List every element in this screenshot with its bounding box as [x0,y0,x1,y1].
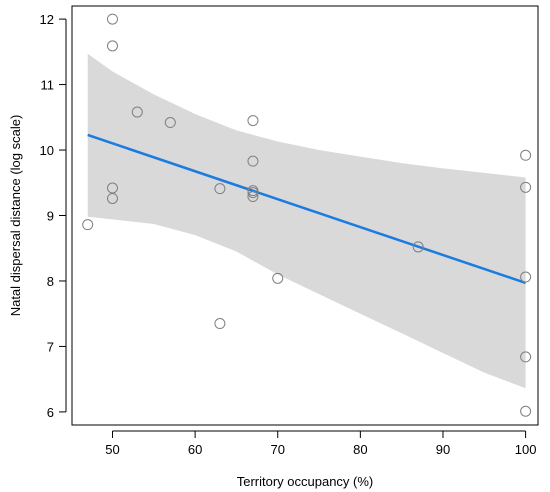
data-point [247,191,259,203]
x-axis-title: Territory occupancy (%) [237,474,374,489]
x-tick-label: 50 [105,442,119,457]
confidence-band [87,53,526,389]
regression-line-layer [87,133,527,285]
y-tick-label: 9 [47,209,54,224]
confidence-band-layer [87,53,526,389]
data-point [106,192,118,204]
plot-frame [71,5,539,426]
data-point [214,183,226,195]
y-tick-label: 6 [47,405,54,420]
y-tick-label: 7 [47,339,54,354]
y-tick-label: 10 [40,143,54,158]
data-point [520,351,532,363]
y-tick-label: 11 [41,78,55,93]
data-point [247,155,259,167]
x-tick-label: 100 [515,442,537,457]
data-point [520,405,532,417]
data-point [106,40,118,52]
x-tick-label: 90 [436,442,450,457]
x-tick-label: 80 [353,442,367,457]
regression-line [87,133,527,285]
data-point [272,272,284,284]
data-point [106,13,118,25]
data-point [412,241,424,253]
y-tick-label: 8 [47,274,54,289]
y-axis: 6 7 8 9 10 11 12 [40,12,67,420]
x-axis: 50 60 70 80 90 100 [105,430,537,457]
data-point [82,219,94,231]
data-point [520,181,532,193]
x-tick-label: 60 [188,442,202,457]
data-point [164,117,176,129]
data-point [247,115,259,127]
x-tick-label: 70 [270,442,284,457]
y-axis-title: Natal dispersal distance (log scale) [8,115,23,317]
data-point [520,271,532,283]
data-points-layer [82,13,532,417]
data-point [131,106,143,118]
data-point [247,187,259,199]
data-point [214,318,226,330]
y-tick-label: 12 [40,12,54,27]
data-point [520,149,532,161]
